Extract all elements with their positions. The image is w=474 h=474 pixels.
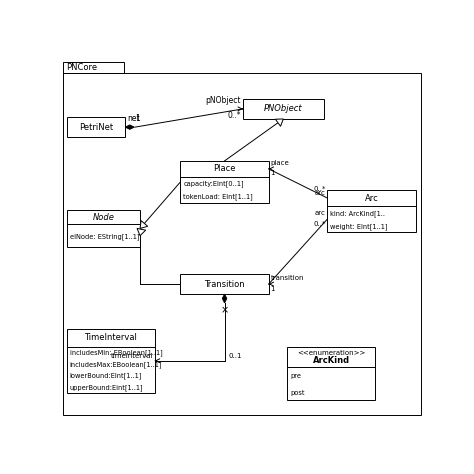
Text: Place: Place [213,164,236,173]
Polygon shape [137,228,146,236]
Text: 1: 1 [136,114,140,123]
Text: Node: Node [92,213,114,222]
Text: weight: EInt[1..1]: weight: EInt[1..1] [330,223,388,229]
Text: 0..*: 0..* [228,111,241,120]
Text: Arc: Arc [365,193,378,202]
Text: TimeInterval: TimeInterval [84,333,137,342]
Bar [63,62,124,73]
Text: includesMax:EBoolean[1..1]: includesMax:EBoolean[1..1] [70,361,162,368]
Text: PNObject: PNObject [264,104,302,113]
Text: transition: transition [271,275,304,281]
Bar [66,117,125,137]
Bar [66,210,140,246]
Text: PNCore: PNCore [66,63,98,72]
Text: ArcKind: ArcKind [312,356,350,365]
Text: <<enumeration>>: <<enumeration>> [297,350,365,356]
Text: post: post [290,390,304,396]
Text: pNObject: pNObject [206,95,241,104]
Text: place: place [271,160,289,166]
Text: Transition: Transition [204,280,245,289]
Text: net: net [127,114,140,123]
Polygon shape [140,220,148,228]
Text: arc: arc [315,190,326,196]
Bar [287,347,375,400]
Text: ×: × [220,305,228,315]
Text: arc: arc [315,210,326,216]
Bar [181,274,269,294]
Text: includesMin: EBoolean[1..1]: includesMin: EBoolean[1..1] [70,350,162,356]
Bar [243,99,324,119]
Polygon shape [125,125,134,129]
Polygon shape [222,294,227,303]
Bar [328,190,416,232]
Text: elNode: EString[1..1]: elNode: EString[1..1] [70,233,139,240]
Text: PetriNet: PetriNet [79,123,113,132]
Text: 0..*: 0..* [313,221,326,227]
Text: 1: 1 [271,170,275,176]
Text: capacity:EInt[0..1]: capacity:EInt[0..1] [183,181,244,187]
Text: 0..*: 0..* [313,185,326,191]
Polygon shape [275,119,283,126]
Bar [66,329,155,392]
Text: timeInterval: timeInterval [110,353,153,358]
Text: 1: 1 [271,285,275,292]
Bar [181,161,269,203]
Text: upperBound:Eint[1..1]: upperBound:Eint[1..1] [70,384,143,391]
Text: 0..1: 0..1 [228,353,242,358]
Text: kind: ArcKind[1..: kind: ArcKind[1.. [330,210,385,217]
Text: tokenLoad: EInt[1..1]: tokenLoad: EInt[1..1] [183,194,253,201]
Text: pre: pre [290,373,301,379]
Text: lowerBound:EInt[1..1]: lowerBound:EInt[1..1] [70,373,142,379]
